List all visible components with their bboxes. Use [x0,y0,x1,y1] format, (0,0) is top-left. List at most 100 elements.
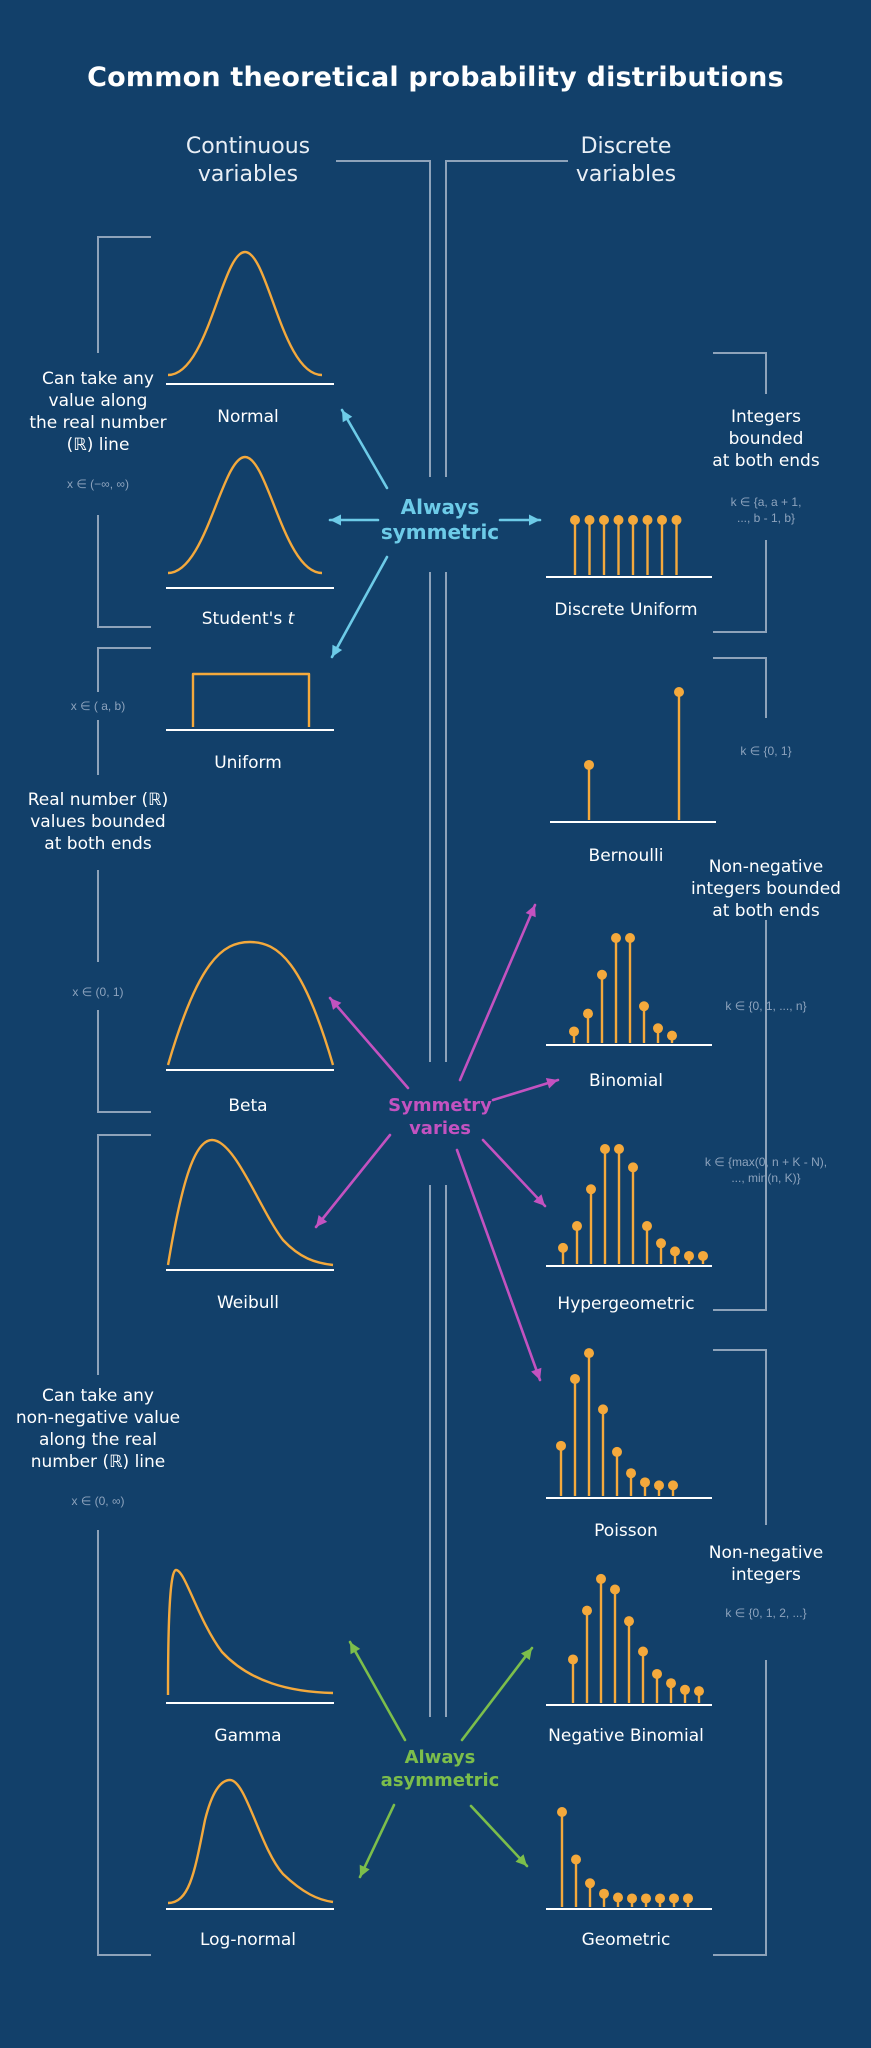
stem-dot [628,515,638,525]
stem-dot [612,1446,622,1457]
set-binomial: k ∈ {0, 1, ..., n} [725,999,807,1013]
group-real-line-description: Can take any value along the real number… [0,368,198,456]
stem-dot [569,1026,579,1037]
arrow-varies-to-binomial [491,1077,560,1102]
stem-dot [680,1684,690,1695]
label-binomial: Binomial [589,1071,663,1091]
stem-dot [586,1184,596,1195]
set-hyper-line1: k ∈ {max(0, n + K - N), [704,1155,828,1169]
label-lognormal: Log-normal [199,1930,297,1950]
arrow-asymmetric-to-lognormal [358,1803,396,1879]
stem-dot [557,1807,567,1817]
stem-dot [669,1893,679,1904]
group-nonneg-int-text-1: Non-negative [708,1543,824,1563]
stem-dot [584,1348,594,1359]
stem-dot [654,1480,664,1491]
geometric-stems [557,1807,693,1907]
stem-dot [656,1238,666,1249]
stem-dot [600,1144,610,1154]
set-bounded-ab: x ∈ ( a, b) [70,699,126,713]
arrow-symmetric-to-discrete-uniform [498,514,542,526]
set-bernoulli: k ∈ {0, 1} [740,744,792,758]
arrow-varies-to-beta [328,996,410,1090]
discrete-header-connector [445,160,568,1062]
label-gamma: Gamma [214,1726,282,1746]
bernoulli-stems [584,687,684,820]
label-weibull: Weibull [216,1293,279,1313]
group-real-line-text-1: Can take any [42,369,154,389]
uniform-curve [191,672,311,727]
stem-dot [599,1888,609,1899]
stem-dot [640,1477,650,1488]
label-student-t-italic: t [287,609,295,629]
stem-dot [642,515,653,525]
stem-dot [668,1480,678,1491]
stem-dot [626,1468,636,1479]
set-nonneg: x ∈ (0, ∞) [71,1494,125,1508]
stem-dot [585,1878,595,1889]
hub-varies-line1: Symmetry [388,1095,492,1116]
page-title: Common theoretical probability distribut… [87,62,784,93]
discrete-heading-line1: Discrete [580,134,672,159]
continuous-variables-heading: Continuous variables [148,133,348,189]
set-nonneg-int: k ∈ {0, 1, 2, ...} [725,1606,807,1620]
stem-dot [627,1893,637,1904]
stem-dot [584,759,594,770]
weibull-curve [166,1138,334,1267]
stem-dot [570,1373,580,1384]
discrete-variables-heading: Discrete variables [526,133,726,189]
label-hypergeometric: Hypergeometric [557,1294,695,1314]
set-hypergeometric: k ∈ {max(0, n + K - N), ..., min(n, K)} [666,1154,866,1186]
group-nonneg-text-2: non-negative value [15,1408,181,1428]
stem-dot [568,1654,578,1665]
right-bracket-nonneg-bounded [713,657,767,1311]
label-uniform: Uniform [214,753,282,773]
stem-dot [657,515,667,525]
group-bounded-text-3: at both ends [44,834,152,854]
hub-always-symmetric: Always symmetric [340,495,540,545]
label-negative-binomial: Negative Binomial [548,1726,704,1746]
label-student-t: Student's t [128,608,368,630]
stem-dot [599,515,609,525]
beta-curve [166,940,335,1066]
set-int-bounded: k ∈ {a, a + 1, ..., b - 1, b} [666,494,866,526]
set-int-bounded-line2: ..., b - 1, b} [736,511,796,525]
arrow-asymmetric-to-gamma [348,1640,407,1742]
left-bracket-bounded [97,647,151,1113]
hub-always-asymmetric: Always asymmetric [340,1746,540,1792]
group-nonneg-bounded-description: Non-negative integers bounded at both en… [666,856,866,922]
stem-dot [674,687,684,697]
stem-dot [613,515,624,525]
stem-dot [698,1250,708,1261]
group-nonneg-bounded-text-1: Non-negative [708,857,824,877]
stem-dot [655,1893,665,1904]
stem-dot [652,1668,662,1679]
stem-dot [624,1616,634,1627]
continuous-heading-line2: variables [197,162,299,187]
hypergeometric-stems [558,1144,708,1264]
arrow-symmetric-to-normal [340,408,389,490]
group-bounded-description: Real number (ℝ) values bounded at both e… [0,789,198,855]
group-int-bounded-text-3: at both ends [712,451,820,471]
poisson-stems [556,1348,678,1496]
stem-dot [613,1892,623,1903]
continuous-heading-line1: Continuous [185,134,311,159]
arrow-varies-to-bernoulli [458,903,537,1082]
group-bounded-text-2: values bounded [30,812,166,832]
stem-dot [684,1250,694,1261]
hub-symmetric-line1: Always [400,495,480,519]
stem-dot [596,1573,606,1584]
group-int-bounded-text-2: bounded [728,429,804,449]
set-int-bounded-line1: k ∈ {a, a + 1, [730,495,802,509]
hub-asymmetric-line1: Always [404,1747,476,1768]
hub-asymmetric-line2: asymmetric [380,1770,500,1791]
stem-dot [584,515,595,525]
arrow-asymmetric-to-negative-binomial [460,1646,534,1742]
stem-dot [628,1162,638,1173]
lognormal-curve [167,1778,334,1905]
hub-varies-line2: varies [409,1118,471,1139]
stem-dot [667,1030,677,1041]
group-real-line-text-3: the real number [29,413,167,433]
stem-dot [572,1221,582,1232]
